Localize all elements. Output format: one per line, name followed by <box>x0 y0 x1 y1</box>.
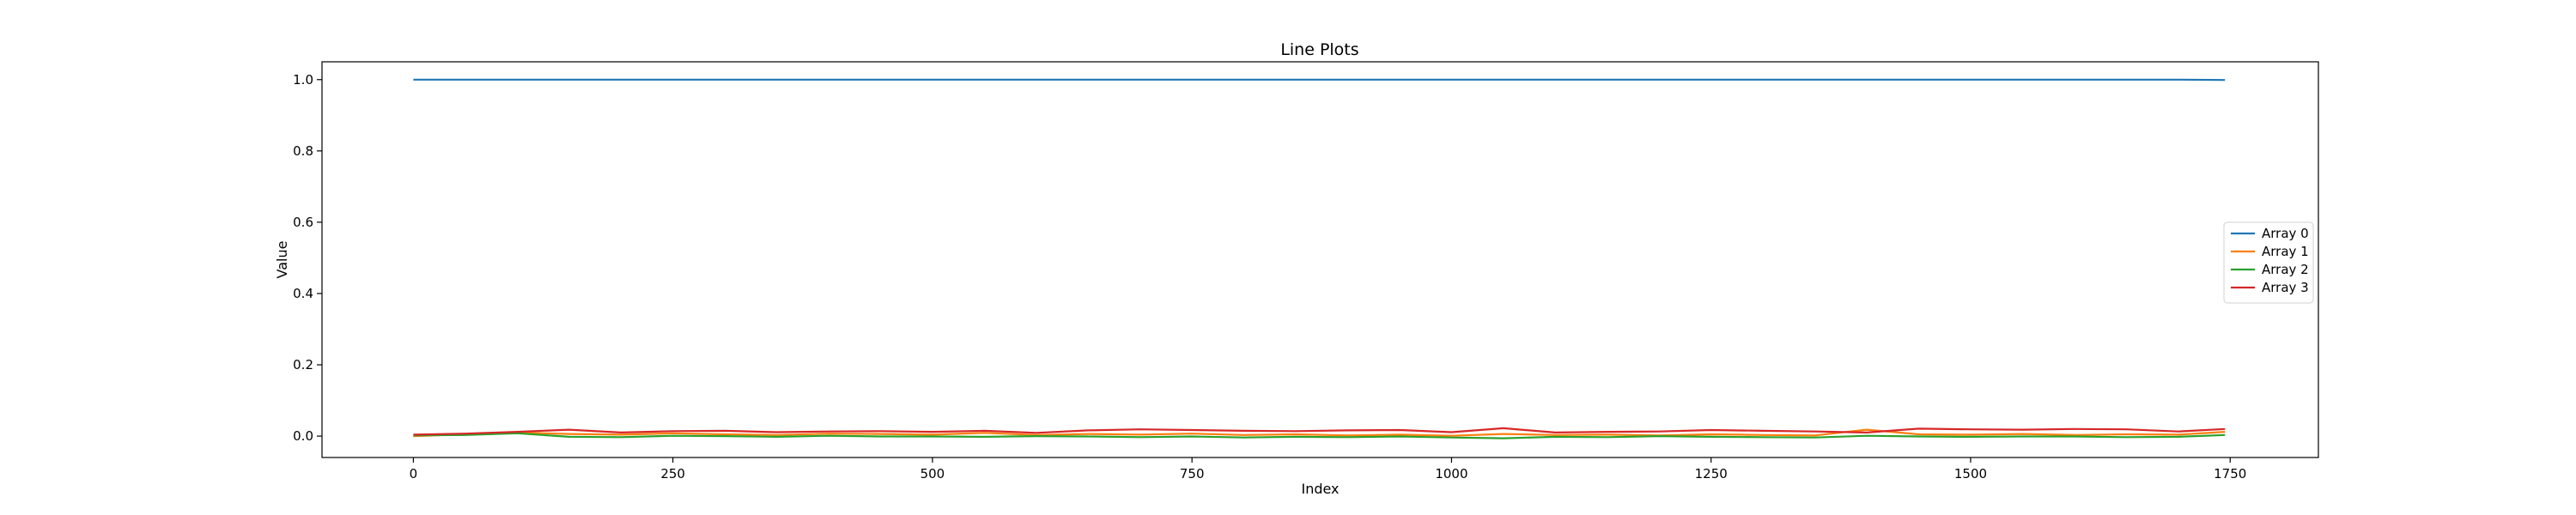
legend: Array 0 Array 1 Array 2 Array 3 <box>2223 221 2314 304</box>
legend-label-2: Array 2 <box>2262 262 2309 277</box>
x-tick-label: 500 <box>920 466 945 482</box>
y-tick-label: 0.2 <box>293 357 313 373</box>
y-axis-label: Value <box>274 241 290 279</box>
x-tick-label: 0 <box>410 466 418 482</box>
series-line-3 <box>413 427 2226 436</box>
x-tick-label: 1000 <box>1435 466 1467 482</box>
plot-area <box>413 78 2226 439</box>
y-tick-label: 0.8 <box>293 143 313 159</box>
legend-label-0: Array 0 <box>2262 226 2309 241</box>
axes: 0 250 500 750 1000 1250 1500 1750 0.0 0.2 0.4 0.6 0.… <box>293 61 2319 482</box>
legend-label-1: Array 1 <box>2262 244 2309 259</box>
y-tick-label: 0.0 <box>293 428 313 444</box>
series-line-2 <box>413 432 2226 439</box>
y-tick-label: 1.0 <box>293 72 313 88</box>
x-tick-label: 250 <box>660 466 685 482</box>
x-tick-label: 1500 <box>1954 466 1987 482</box>
x-tick-label: 1250 <box>1695 466 1728 482</box>
x-axis-label: Index <box>1301 481 1339 497</box>
legend-box <box>2223 221 2314 304</box>
y-tick-label: 0.6 <box>293 215 313 230</box>
y-tick-label: 0.4 <box>293 286 313 301</box>
legend-label-3: Array 3 <box>2262 280 2309 295</box>
series-line-1 <box>413 428 2226 438</box>
plot-frame <box>321 61 2319 458</box>
chart-title: Line Plots <box>1280 40 1358 59</box>
x-tick-label: 1750 <box>2214 466 2246 482</box>
x-tick-label: 750 <box>1180 466 1205 482</box>
